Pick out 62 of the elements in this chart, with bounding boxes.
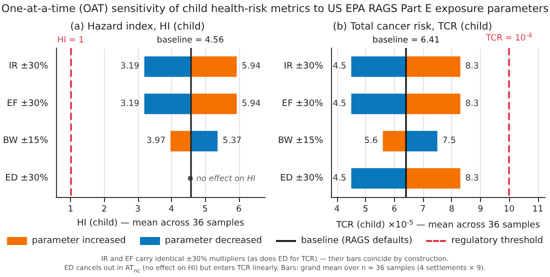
ref-line-label: baseline = 4.56: [156, 36, 224, 46]
data-label: 8.3: [465, 62, 479, 72]
x-tick-label: 3: [135, 204, 141, 214]
bar: [351, 168, 406, 189]
y-tick-label: IR ±30%: [284, 62, 324, 72]
bar: [406, 130, 438, 152]
bar: [351, 56, 406, 77]
data-label: 5.94: [242, 62, 261, 72]
x-tick-label: 10: [504, 204, 515, 214]
annotation: no effect on HI: [196, 174, 256, 183]
data-label: 3.97: [146, 136, 166, 146]
data-label: 8.3: [465, 173, 479, 184]
text: One-at-a-time (OAT) sensitivity of child health-risk metrics to US EPA RAGS Part E exposure parameters: [0, 3, 550, 15]
bar: [382, 130, 406, 152]
bar: [190, 56, 237, 77]
data-label: 8.3: [465, 98, 479, 109]
x-tick-label: 7: [420, 204, 426, 214]
data-label: 4.5: [332, 98, 346, 109]
chart-title: (b) Total cancer risk, TCR (child): [332, 22, 492, 32]
x-tick-label: 2: [102, 204, 107, 214]
bar: [144, 56, 190, 77]
y-tick-label: IR ±30%: [8, 62, 49, 72]
y-tick-label: BW ±15%: [2, 136, 49, 146]
bar: [406, 94, 460, 114]
x-tick-label: 4: [168, 204, 174, 214]
x-axis-title: HI (child) — mean across 36 samples: [76, 218, 244, 228]
chart-title: (a) Hazard index, HI (child): [70, 22, 205, 32]
x-tick-label: 5: [362, 204, 368, 214]
bar: [406, 56, 460, 77]
y-tick-label: EF ±30%: [6, 98, 49, 109]
y-tick-label: ED ±30%: [280, 173, 324, 184]
y-tick-label: ED ±30%: [5, 173, 49, 184]
data-label: 3.19: [120, 98, 140, 109]
bar: [406, 168, 460, 189]
x-tick-label: 4: [334, 204, 340, 214]
bar: [190, 94, 237, 114]
legend-label: parameter increased: [30, 236, 126, 246]
ref-line-label: baseline = 6.41: [372, 36, 440, 46]
legend-label: parameter decreased: [164, 236, 262, 246]
x-tick-label: 6: [392, 204, 398, 214]
bar: [190, 130, 218, 152]
ref-line-label: HI = 1: [57, 36, 84, 46]
data-label: 5.94: [242, 98, 261, 109]
data-label: 4.5: [332, 173, 346, 184]
data-label: 4.5: [332, 62, 346, 72]
x-tick-label: 8: [449, 204, 454, 214]
x-tick-label: 11: [532, 204, 544, 214]
x-tick-label: 9: [478, 204, 484, 214]
x-tick-label: 5: [202, 204, 208, 214]
bar: [144, 94, 190, 114]
text: baseline (RAGS defaults): [300, 236, 412, 246]
text: regulatory threshold: [450, 236, 544, 246]
x-tick-label: 6: [236, 204, 242, 214]
data-label: 3.19: [120, 62, 140, 72]
data-label: 5.6: [364, 136, 378, 146]
data-label: 7.5: [442, 136, 456, 146]
data-label: 5.37: [222, 136, 242, 146]
bar: [170, 130, 190, 152]
x-tick-label: 1: [68, 204, 74, 214]
bar: [351, 94, 406, 114]
y-tick-label: EF ±30%: [282, 98, 324, 109]
y-tick-label: BW ±15%: [278, 136, 324, 146]
